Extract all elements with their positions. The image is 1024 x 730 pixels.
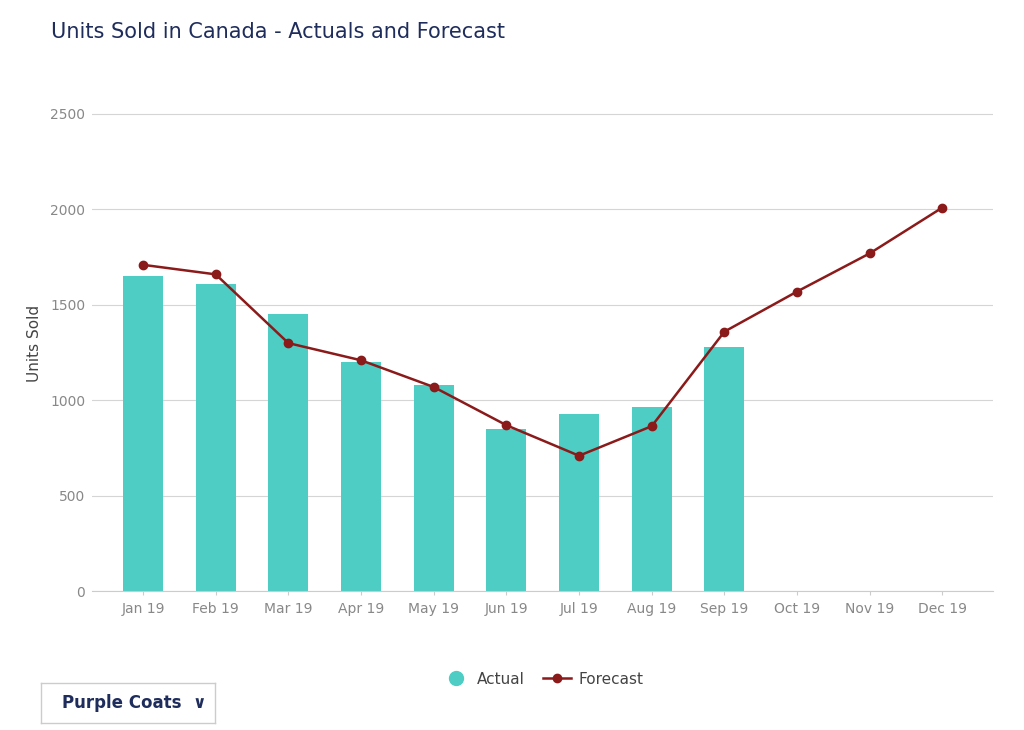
Text: Units Sold in Canada - Actuals and Forecast: Units Sold in Canada - Actuals and Forec… — [51, 22, 505, 42]
Bar — [559, 414, 599, 591]
Bar — [341, 362, 381, 591]
Bar — [196, 284, 236, 591]
Bar — [486, 429, 526, 591]
Bar — [268, 315, 308, 591]
Bar — [705, 347, 744, 591]
Bar — [414, 385, 454, 591]
Bar — [123, 276, 163, 591]
Text: Purple Coats  ∨: Purple Coats ∨ — [61, 694, 207, 712]
Y-axis label: Units Sold: Units Sold — [27, 304, 42, 382]
Bar — [632, 407, 672, 591]
Legend: Actual, Forecast: Actual, Forecast — [436, 666, 649, 693]
